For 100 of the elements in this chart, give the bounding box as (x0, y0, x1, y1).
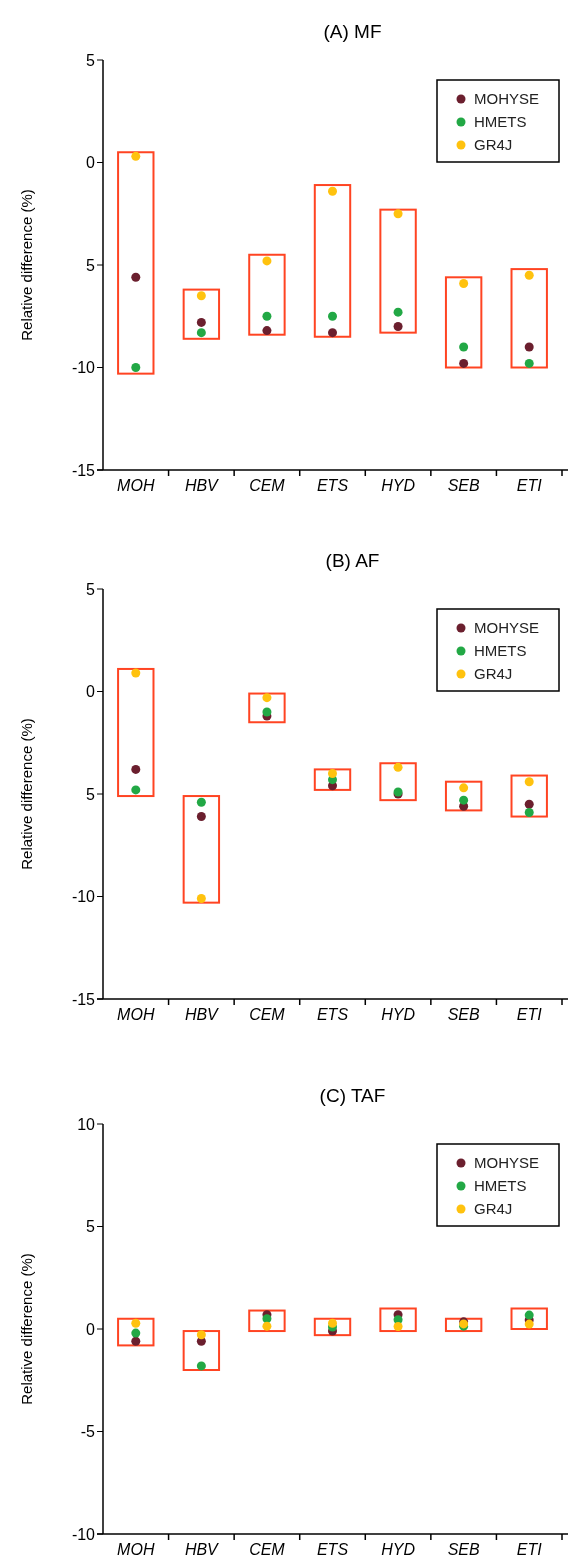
chart-title: (B) AF (325, 550, 380, 571)
bar (117, 667, 155, 798)
y-tick-label: 5 (86, 580, 96, 598)
point (131, 668, 141, 678)
point (524, 1319, 534, 1329)
bar (248, 253, 286, 336)
point (524, 342, 534, 352)
y-tick-label: 5 (86, 256, 96, 274)
point (459, 278, 469, 288)
chart-title: (A) MF (323, 21, 382, 42)
x-tick-label: ETI (516, 477, 543, 494)
legend-label: GR4J (474, 665, 513, 683)
point (459, 783, 469, 793)
point (393, 322, 403, 331)
point (131, 1336, 141, 1346)
x-tick-label: SEB (447, 1541, 480, 1558)
y-tick-label: -5 (80, 1423, 96, 1441)
y-tick-label: -15 (71, 461, 96, 479)
bar (248, 692, 286, 724)
y-tick-label: 0 (86, 154, 96, 172)
y-tick-label: 5 (86, 1218, 96, 1236)
point (196, 797, 206, 807)
bar (313, 768, 352, 791)
bar (379, 762, 417, 802)
legend-label: GR4J (474, 1200, 513, 1218)
point (131, 272, 141, 282)
point (196, 291, 206, 301)
x-tick-label: HYD (381, 1541, 416, 1558)
point (393, 762, 403, 772)
x-tick-label: HBV (184, 1541, 220, 1558)
point (131, 363, 141, 372)
point (262, 256, 272, 266)
point (328, 186, 337, 196)
point (524, 807, 534, 817)
point (131, 785, 141, 795)
bar (182, 288, 221, 340)
bar (117, 1317, 155, 1347)
point (196, 317, 206, 327)
bar (510, 1307, 548, 1330)
x-tick-label: HBV (184, 1006, 220, 1023)
y-tick-label: -10 (71, 359, 96, 377)
bar (117, 151, 155, 375)
bar (182, 795, 221, 904)
legend-label: HMETS (474, 642, 527, 660)
point (459, 358, 469, 368)
legend-label: GR4J (474, 136, 513, 154)
x-tick-label: ETI (516, 1006, 543, 1023)
point (196, 328, 206, 338)
y-tick-label: 5 (86, 785, 96, 803)
bar (248, 1309, 286, 1333)
x-tick-label: SEB (447, 477, 480, 494)
point (131, 1318, 141, 1328)
legend-label: MOHYSE (474, 1154, 540, 1172)
point (328, 328, 337, 338)
bar (379, 208, 417, 334)
bar (379, 1307, 417, 1333)
y-tick-label: -15 (71, 990, 96, 1008)
x-tick-label: CEM (249, 477, 286, 494)
point (393, 209, 403, 219)
point (262, 326, 272, 336)
x-tick-label: ETS (316, 477, 349, 494)
point (262, 693, 272, 703)
point (524, 358, 534, 368)
legend-label: HMETS (474, 113, 527, 131)
point (196, 1361, 206, 1371)
point (524, 270, 534, 280)
legend-label: HMETS (474, 1177, 527, 1195)
point (196, 894, 206, 904)
x-tick-label: CEM (249, 1006, 286, 1023)
legend-label: MOHYSE (474, 90, 540, 108)
bar (510, 774, 548, 818)
x-tick-label: MOH (117, 1006, 155, 1023)
y-tick-label: 0 (86, 1320, 96, 1338)
point (524, 799, 534, 809)
y-tick-label: -10 (71, 1525, 96, 1543)
y-tick-label: -10 (71, 888, 96, 906)
x-tick-label: HYD (381, 477, 416, 494)
point (131, 151, 141, 161)
x-tick-label: CEM (249, 1541, 286, 1558)
bar (444, 780, 483, 812)
x-tick-label: ETS (316, 1541, 349, 1558)
point (393, 1322, 403, 1332)
y-axis-title: Relative difference (%) (18, 189, 35, 341)
x-tick-label: HBV (184, 477, 220, 494)
point (196, 1330, 206, 1340)
point (524, 777, 534, 787)
bar (182, 1330, 221, 1371)
bar (444, 276, 483, 369)
bar (313, 184, 352, 338)
x-tick-label: ETS (316, 1006, 349, 1023)
point (262, 311, 272, 321)
point (131, 764, 141, 774)
legend-label: MOHYSE (474, 619, 540, 637)
bar (313, 1317, 352, 1337)
x-tick-label: HYD (381, 1006, 416, 1023)
point (328, 769, 337, 778)
chart-title: (C) TAF (319, 1085, 386, 1106)
y-tick-label: 10 (77, 1115, 96, 1133)
x-tick-label: MOH (117, 477, 155, 494)
point (328, 311, 337, 321)
